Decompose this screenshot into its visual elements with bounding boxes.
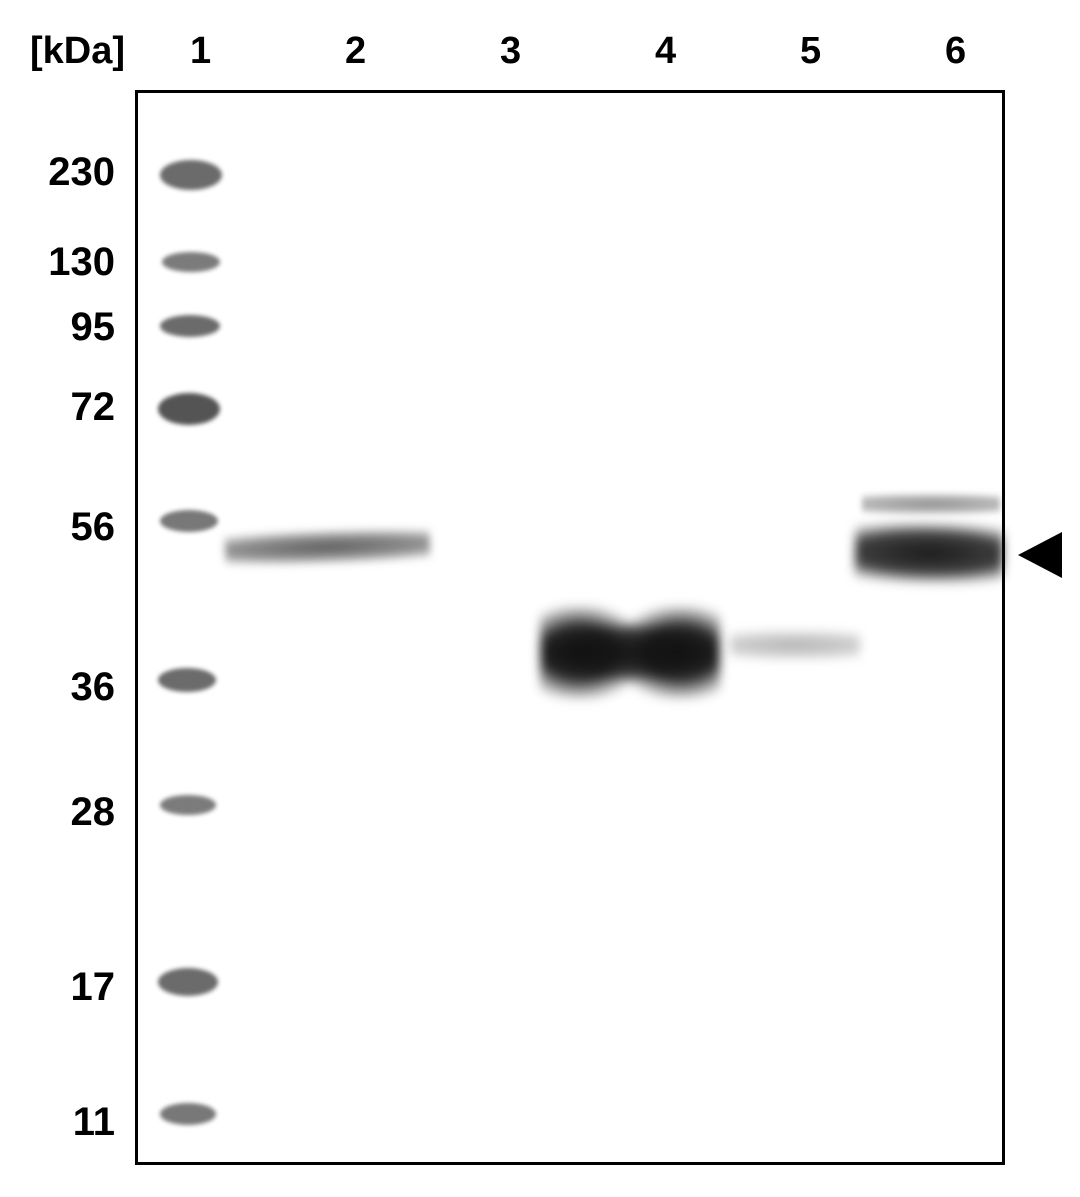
marker-band: [162, 252, 220, 272]
marker-band: [160, 315, 220, 337]
lane-label-1: 1: [190, 30, 211, 73]
lane-label-5: 5: [800, 30, 821, 73]
protein-band-lane6-upper: [862, 493, 1000, 515]
protein-band-lane4: [540, 605, 720, 700]
mw-label-28: 28: [71, 790, 116, 835]
lane-label-2: 2: [345, 30, 366, 73]
marker-band: [158, 668, 216, 692]
marker-band: [158, 393, 220, 425]
mw-label-72: 72: [71, 385, 116, 430]
kda-unit-label: [kDa]: [30, 30, 125, 73]
protein-band-lane6-main: [854, 521, 1003, 586]
mw-label-17: 17: [71, 965, 116, 1010]
lane-label-4: 4: [655, 30, 676, 73]
marker-band: [160, 1103, 216, 1125]
protein-band-lane5: [730, 630, 860, 660]
mw-label-95: 95: [71, 305, 116, 350]
mw-label-130: 130: [48, 240, 115, 285]
mw-label-36: 36: [71, 665, 116, 710]
marker-band: [160, 795, 216, 815]
western-blot-figure: [kDa] 1 2 3 4 5 6 230 130 95 72 56 36 28…: [0, 0, 1080, 1197]
lane-label-3: 3: [500, 30, 521, 73]
marker-band: [158, 968, 218, 996]
lane-label-6: 6: [945, 30, 966, 73]
mw-label-56: 56: [71, 505, 116, 550]
target-band-arrow-icon: [1018, 528, 1073, 583]
marker-band: [160, 510, 218, 532]
marker-band: [160, 160, 222, 190]
mw-label-11: 11: [73, 1100, 115, 1145]
mw-label-230: 230: [48, 150, 115, 195]
protein-band-lane2: [224, 526, 430, 567]
